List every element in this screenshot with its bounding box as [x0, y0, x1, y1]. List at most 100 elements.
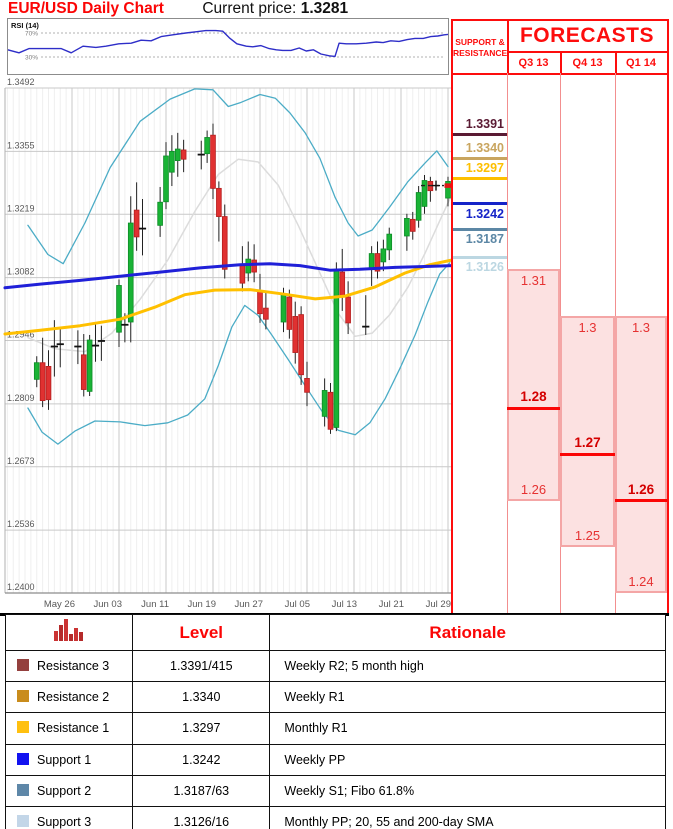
candle: [263, 290, 269, 330]
candle: [415, 186, 422, 228]
level-value-cell: 1.3340: [132, 681, 271, 714]
candle-body-down: [409, 218, 416, 232]
candle: [33, 356, 40, 388]
candle: [127, 196, 134, 343]
forecast-central-line: [560, 452, 615, 456]
candle: [91, 322, 100, 362]
y-axis-label: 1.2400: [7, 582, 35, 592]
bar-chart-icon: [54, 619, 84, 641]
level-name: Support 2: [37, 783, 92, 798]
candle-body-up: [116, 285, 122, 333]
rsi-indicator-panel: 70% 30% RSI (14): [7, 18, 451, 75]
page-title: EUR/USD Daily Chart: [8, 0, 164, 17]
forecast-q3-header: Q3 13: [518, 57, 549, 69]
candle: [298, 306, 304, 385]
table-header-row: Level Rationale: [4, 614, 666, 651]
sr-panel-header: SUPPORT & RESISTANCE: [453, 37, 507, 59]
forecast-value-label: 1.26: [627, 481, 655, 497]
y-axis-label: 1.3082: [7, 267, 35, 277]
rationale-cell: Monthly R1: [269, 712, 666, 745]
sr-level-label: 1.3126: [465, 260, 504, 275]
candle-body-up: [204, 137, 210, 155]
table-row: Support 2 1.3187/63 Weekly S1; Fibo 61.8%: [4, 774, 666, 807]
candle: [374, 241, 381, 279]
candle: [180, 139, 187, 173]
x-axis-label: Jun 27: [234, 599, 263, 610]
level-color-swatch: [17, 659, 29, 672]
current-price-value: 1.3281: [300, 0, 349, 17]
level-color-swatch: [17, 752, 29, 765]
sr-level-line: [453, 227, 507, 231]
panel-divider: [615, 53, 617, 73]
candle: [304, 361, 310, 407]
sr-level-line: [453, 133, 507, 137]
rationale-cell: Weekly R2; 5 month high: [269, 649, 666, 683]
candle: [321, 378, 328, 427]
candle-body-down: [263, 307, 269, 320]
level-color-swatch: [17, 783, 29, 796]
candle: [386, 227, 393, 261]
sr-header-line1: SUPPORT &: [455, 37, 505, 47]
candle-body-down: [374, 253, 381, 272]
panel-divider: [507, 21, 509, 73]
rsi-threshold-label: 70%: [25, 31, 38, 38]
candle-body-up: [380, 248, 387, 263]
candle-body-up: [368, 253, 375, 270]
table-row: Support 3 1.3126/16 Monthly PP; 20, 55 and…: [4, 805, 666, 829]
candle: [333, 262, 340, 432]
level-name: Resistance 1: [37, 721, 110, 736]
bollinger-upper-line: [27, 88, 449, 265]
candle-body-up: [404, 218, 410, 237]
forecast-q1-header: Q1 14: [626, 57, 656, 69]
y-axis-label: 1.2536: [7, 519, 35, 529]
sr-level-label: 1.3187: [465, 232, 504, 247]
forecast-central-line: [507, 406, 560, 410]
candle-body-up: [174, 148, 181, 162]
candle-body-down: [286, 296, 293, 330]
candle-body-up: [321, 390, 328, 417]
candle-body-down: [298, 314, 304, 376]
current-price-label: Current price:: [202, 0, 297, 17]
level-name-cell: Resistance 1: [4, 712, 134, 745]
level-value-cell: 1.3297: [132, 712, 271, 745]
sr-header-line2: RESISTANCE: [453, 48, 508, 58]
level-name: Support 3: [37, 815, 92, 829]
levels-table: Level Rationale Resistance 3 1.3391/415 We…: [4, 614, 666, 829]
support-resistance-forecast-panel: SUPPORT & RESISTANCE FORECASTS Q3 13 Q4 …: [451, 19, 669, 615]
forecast-range-box: [507, 269, 560, 501]
x-axis-label: Jul 21: [379, 599, 404, 610]
candle-body-up: [415, 192, 422, 221]
current-price-tick: [444, 183, 453, 188]
candle-body-up: [333, 268, 340, 428]
candle-body-up: [163, 155, 169, 203]
forecast-range-box: [615, 315, 667, 593]
candle: [197, 140, 205, 170]
levels-icon-cell: [4, 614, 134, 651]
forecast-value-label: 1.3: [578, 319, 597, 335]
level-name-cell: Support 3: [4, 805, 134, 829]
candle-body-down: [221, 216, 228, 270]
candle-body-down: [327, 391, 334, 430]
sr-level-label: 1.3297: [465, 160, 504, 175]
candle: [292, 301, 299, 364]
x-axis-label: Jun 03: [93, 599, 122, 610]
forecast-value-label: 1.26: [520, 481, 547, 497]
level-value-cell: 1.3126/16: [132, 805, 271, 829]
candle: [427, 176, 434, 202]
candle-body-down: [304, 378, 310, 393]
level-name-cell: Support 1: [4, 743, 134, 776]
candle: [86, 334, 93, 396]
sr-level-line: [453, 255, 507, 259]
x-axis-label: Jul 29: [426, 599, 451, 610]
forecast-title-divider: [507, 51, 667, 53]
candle-body-up: [86, 339, 93, 392]
candle: [368, 246, 375, 286]
sr-level-label: 1.3340: [465, 140, 504, 155]
rsi-line: [7, 29, 451, 58]
candle: [210, 123, 216, 199]
candle-body-up: [33, 362, 40, 380]
table-row: Support 1 1.3242 Weekly PP: [4, 743, 666, 776]
candle: [174, 132, 181, 177]
x-axis-label: Jul 13: [332, 599, 357, 610]
